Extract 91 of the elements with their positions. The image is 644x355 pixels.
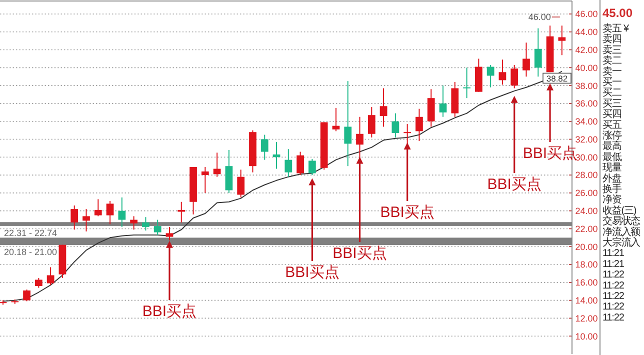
y-tick-label: 34.00 xyxy=(575,116,598,127)
text: 最低 xyxy=(602,152,622,163)
text: 11:21 xyxy=(602,258,625,270)
candlestick xyxy=(23,289,30,302)
candlestick xyxy=(284,148,292,178)
candlestick xyxy=(46,266,54,286)
candlestick xyxy=(201,166,209,194)
y-tick-label: 10.00 xyxy=(575,331,598,342)
text: 45.00 xyxy=(602,6,633,20)
text: 卖五 ¥ xyxy=(602,22,630,34)
text: 卖四 xyxy=(602,33,622,46)
text: 外盘 xyxy=(602,172,622,184)
candlestick xyxy=(344,80,352,167)
text: 卖三 xyxy=(602,44,622,56)
text: 买四 xyxy=(602,109,622,120)
text: 11:22 xyxy=(602,312,625,324)
y-tick-label: 14.00 xyxy=(575,296,598,306)
annotation: BBI买点 xyxy=(380,204,434,221)
text: 买二 xyxy=(602,88,622,99)
y-tick-label: 32.00 xyxy=(575,134,598,144)
y-tick-label: 40.00 xyxy=(575,62,598,73)
y-tick-label: 42.00 xyxy=(575,44,598,55)
candlestick xyxy=(522,42,530,78)
y-tick-label: 44.00 xyxy=(575,27,598,38)
candlestick xyxy=(154,219,162,236)
text: 11:22 xyxy=(602,270,625,281)
y-tick-label: 18.00 xyxy=(575,260,598,270)
text: 11:22 xyxy=(602,291,625,302)
annotation: BBI买点 xyxy=(522,145,578,162)
candlestick xyxy=(237,169,245,198)
text: 大宗流入 xyxy=(602,236,641,248)
band-label: 22.31 - 22.74 xyxy=(4,228,58,238)
candlestick xyxy=(439,85,447,118)
candlestick xyxy=(416,108,423,142)
y-tick-label: 12.00 xyxy=(575,313,598,324)
text: 卖一 xyxy=(602,65,622,78)
annotation: BBI买点 xyxy=(285,264,340,281)
candlestick xyxy=(82,208,90,232)
candlestick xyxy=(534,28,542,78)
candlestick xyxy=(308,158,316,176)
candlestick xyxy=(427,88,435,128)
text: 买五 xyxy=(602,120,622,131)
text: 买一 xyxy=(602,77,622,88)
text: 11:22 xyxy=(602,280,625,292)
text: 11:21 xyxy=(602,248,625,260)
y-tick-label: 26.00 xyxy=(575,188,598,198)
text: 最高 xyxy=(602,140,622,152)
annotation: 46.00 xyxy=(528,12,551,22)
band-label: 20.18 - 21.00 xyxy=(4,247,58,258)
text: 买三 xyxy=(602,98,622,110)
text: 涨停 xyxy=(602,130,622,142)
text: 11:22 xyxy=(602,302,625,313)
candlestick xyxy=(70,204,78,230)
candlestick xyxy=(380,88,388,128)
candlestick xyxy=(463,67,470,99)
y-tick-label: 36.00 xyxy=(575,98,598,109)
annotation: 38.82 xyxy=(546,73,568,84)
candlestick xyxy=(130,216,138,230)
candlestick xyxy=(118,196,126,228)
candlestick xyxy=(34,277,42,288)
candlestick xyxy=(368,106,376,138)
text: 卖二 xyxy=(602,54,622,67)
candlestick xyxy=(558,25,566,56)
y-tick-label: 38.00 xyxy=(575,80,598,91)
candlestick xyxy=(486,64,494,88)
text: 收益(三) xyxy=(602,204,636,216)
text: 净资 xyxy=(602,194,622,206)
candlestick xyxy=(106,200,114,225)
candlestick xyxy=(166,226,174,241)
candlestick xyxy=(260,134,268,160)
text: 净流入额 xyxy=(602,226,641,238)
text: 交易状态 xyxy=(602,215,641,228)
text: 现量 xyxy=(602,162,622,174)
y-tick-label: 16.00 xyxy=(575,278,598,288)
annotation: BBI买点 xyxy=(142,303,197,320)
candlestick xyxy=(392,112,400,138)
y-tick-label: 24.00 xyxy=(575,206,598,216)
annotation: BBI买点 xyxy=(487,176,542,193)
y-tick-label: 28.00 xyxy=(575,170,598,180)
candlestick xyxy=(498,59,506,86)
y-tick-label: 20.00 xyxy=(575,242,598,252)
candlestick xyxy=(510,64,518,89)
candlestick xyxy=(296,151,304,176)
y-tick-label: 30.00 xyxy=(575,152,598,162)
candlestick xyxy=(332,107,340,132)
y-tick-label: 46.00 xyxy=(575,9,598,20)
candlestick xyxy=(142,216,150,232)
annotation: BBI买点 xyxy=(332,245,387,262)
y-tick-label: 22.00 xyxy=(575,224,598,234)
candlestick xyxy=(94,198,102,217)
text: 换手 xyxy=(602,183,622,195)
